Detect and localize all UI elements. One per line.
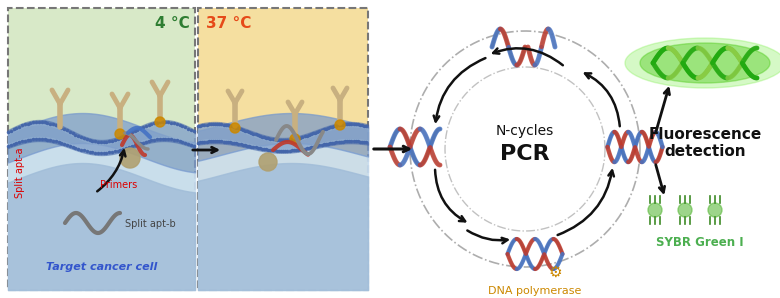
Text: Split apt-b: Split apt-b: [125, 219, 176, 229]
Circle shape: [120, 148, 140, 168]
Circle shape: [648, 203, 662, 217]
Circle shape: [335, 120, 345, 130]
Circle shape: [290, 134, 300, 144]
Text: 37 °C: 37 °C: [206, 16, 251, 31]
Text: SYBR Green I: SYBR Green I: [656, 237, 744, 249]
Ellipse shape: [640, 43, 770, 83]
Text: PCR: PCR: [500, 144, 550, 164]
Ellipse shape: [625, 38, 780, 88]
Text: DNA polymerase: DNA polymerase: [488, 286, 582, 296]
Circle shape: [230, 123, 240, 133]
Circle shape: [155, 117, 165, 127]
Circle shape: [678, 203, 692, 217]
Circle shape: [115, 129, 125, 139]
Text: Fluorescence
detection: Fluorescence detection: [648, 127, 761, 159]
FancyBboxPatch shape: [8, 8, 195, 290]
Text: ⚙: ⚙: [548, 265, 562, 280]
Circle shape: [708, 203, 722, 217]
Text: Primers: Primers: [100, 180, 137, 190]
Text: N-cycles: N-cycles: [496, 124, 554, 138]
Circle shape: [259, 153, 277, 171]
Text: Split apt-a: Split apt-a: [15, 148, 25, 198]
Text: Target cancer cell: Target cancer cell: [46, 262, 158, 272]
FancyBboxPatch shape: [198, 8, 368, 290]
Text: 4 °C: 4 °C: [155, 16, 190, 31]
